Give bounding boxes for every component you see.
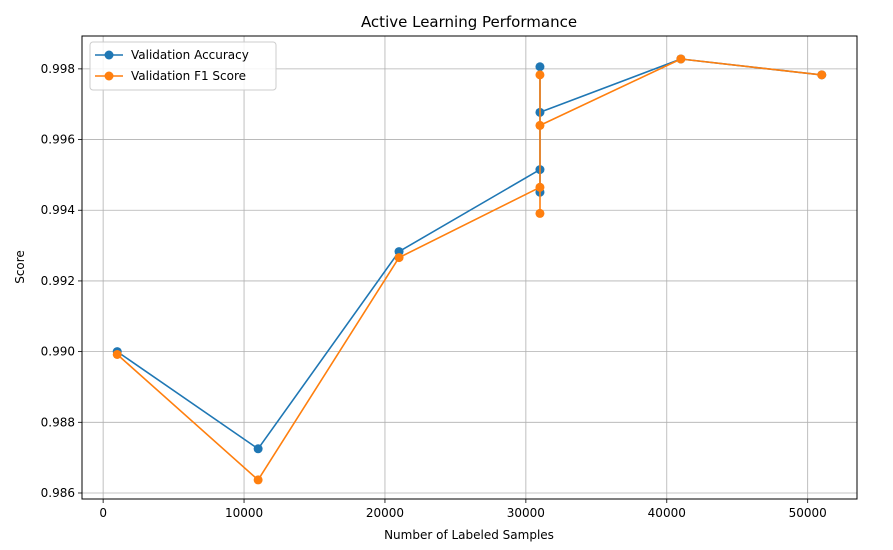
legend-label-accuracy: Validation Accuracy	[131, 48, 249, 62]
series-validation-f1	[112, 54, 827, 485]
series-line	[116, 58, 822, 481]
y-tick-label: 0.990	[41, 345, 75, 359]
legend-f1-marker-icon	[104, 71, 114, 81]
data-point-marker	[535, 208, 545, 218]
grid-lines	[82, 36, 857, 499]
data-point-marker	[676, 54, 686, 64]
y-tick-label: 0.992	[41, 274, 75, 288]
x-tick-label: 50000	[789, 506, 827, 520]
data-point-marker	[112, 349, 122, 359]
legend-item-f1: Validation F1 Score	[95, 69, 246, 83]
y-tick-label: 0.994	[41, 203, 75, 217]
legend-label-f1: Validation F1 Score	[131, 69, 246, 83]
series-validation-accuracy	[112, 54, 827, 454]
y-tick-label: 0.988	[41, 415, 75, 429]
x-tick-label: 0	[99, 506, 107, 520]
y-tick-label: 0.986	[41, 486, 75, 500]
y-axis-label: Score	[13, 250, 27, 284]
y-tick-label: 0.998	[41, 62, 75, 76]
series-line	[116, 58, 822, 450]
data-point-marker	[535, 70, 545, 80]
x-tick-label: 20000	[366, 506, 404, 520]
x-axis-ticks: 0 10000 20000 30000 40000 50000	[99, 499, 827, 520]
legend-item-accuracy: Validation Accuracy	[95, 48, 249, 62]
legend-accuracy-marker-icon	[104, 50, 114, 60]
y-tick-label: 0.996	[41, 133, 75, 147]
data-point-marker	[394, 253, 404, 263]
x-tick-label: 30000	[507, 506, 545, 520]
chart-title: Active Learning Performance	[361, 13, 577, 31]
data-point-marker	[535, 182, 545, 192]
data-point-marker	[253, 444, 263, 454]
series-layer	[112, 54, 827, 485]
x-tick-label: 10000	[225, 506, 263, 520]
legend-box	[89, 41, 277, 91]
data-point-marker	[535, 62, 545, 72]
data-point-marker	[253, 475, 263, 485]
legend: Validation Accuracy Validation F1 Score	[89, 41, 277, 91]
y-axis-ticks: 0.986 0.988 0.990 0.992 0.994 0.996 0.998	[41, 62, 82, 500]
data-point-marker	[817, 70, 827, 80]
x-axis-label: Number of Labeled Samples	[384, 528, 554, 542]
x-tick-label: 40000	[648, 506, 686, 520]
data-point-marker	[535, 120, 545, 130]
plot-frame	[81, 35, 858, 500]
